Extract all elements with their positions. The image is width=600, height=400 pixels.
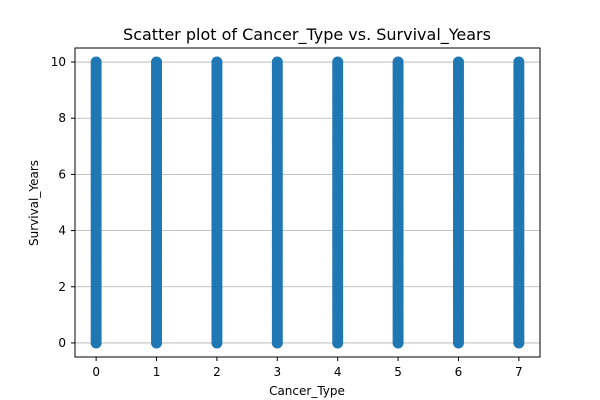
y-tick-label: 8 [58,111,66,125]
x-tick-label: 4 [334,365,342,379]
x-tick-label: 5 [394,365,402,379]
scatter-point [90,56,102,68]
y-tick-label: 10 [51,55,66,69]
scatter-point [211,56,223,68]
x-tick-label: 7 [515,365,523,379]
data-points [90,56,525,349]
x-tick-label: 1 [153,365,161,379]
scatter-point [151,56,163,68]
scatter-point [332,56,344,68]
y-tick-label: 6 [58,167,66,181]
y-tick-label: 4 [58,224,66,238]
x-tick-label: 0 [92,365,100,379]
y-axis-ticks: 0 2 4 6 8 10 [51,55,75,350]
y-tick-label: 2 [58,280,66,294]
plot-frame [74,47,541,358]
chart-title: Scatter plot of Cancer_Type vs. Survival… [123,25,491,45]
y-axis-label: Survival_Years [27,160,41,246]
x-tick-label: 6 [455,365,463,379]
y-tick-label: 0 [58,336,66,350]
scatter-point [392,56,404,68]
gridlines [75,61,540,344]
x-tick-label: 3 [273,365,281,379]
scatter-point [271,56,283,68]
x-tick-label: 2 [213,365,221,379]
x-axis-label: Cancer_Type [269,384,345,398]
x-axis-ticks: 0 1 2 3 4 5 6 7 [92,357,523,379]
scatter-point [513,56,525,68]
scatter-point [452,56,464,68]
